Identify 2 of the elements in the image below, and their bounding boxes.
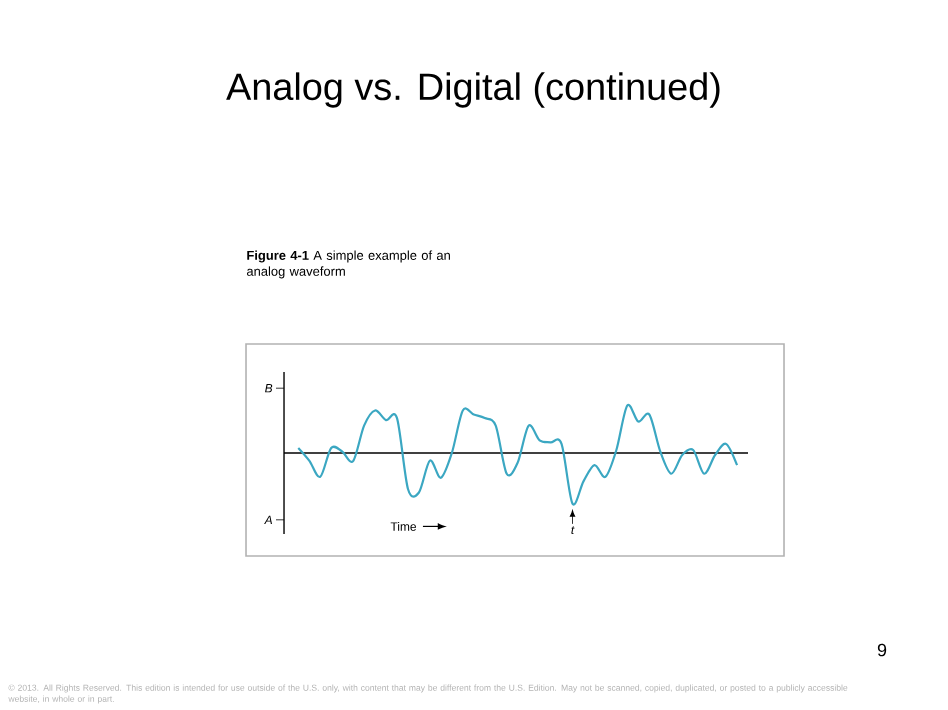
text: 9 [877,643,887,657]
chart-title: Analog vs. Digital (continued) [226,72,720,108]
